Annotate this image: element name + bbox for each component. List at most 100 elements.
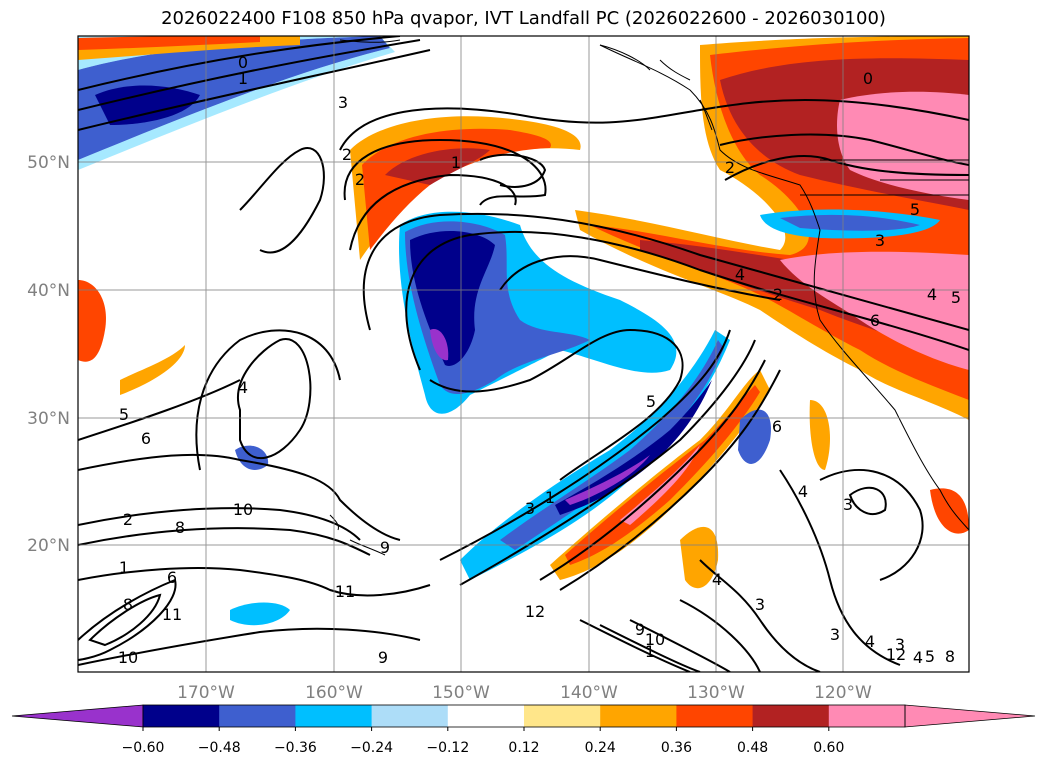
graticule: [78, 36, 969, 672]
colorbar-segment: [371, 705, 449, 727]
lon-label-150w: 150°W: [432, 683, 490, 703]
contour-label: 4: [913, 648, 923, 667]
contour-label: 10: [233, 500, 253, 519]
contour-label: 9: [380, 538, 390, 557]
contour-label: 5: [910, 200, 920, 219]
colorbar-segment: [219, 705, 296, 727]
contour-label: 3: [843, 495, 853, 514]
contour-label: 4: [927, 285, 937, 304]
colorbar-segment: [752, 705, 830, 727]
contour-label: 5: [925, 647, 935, 666]
contour-label: 2: [123, 510, 133, 529]
contour-label: 1: [545, 488, 555, 507]
purple-spot-central: [430, 329, 449, 361]
contour-label: 9: [635, 620, 645, 639]
contour-label: 11: [162, 605, 182, 624]
lat-label-40n: 40°N: [27, 281, 70, 301]
contour-label: 11: [335, 582, 355, 601]
contour-label: 2: [725, 158, 735, 177]
contour-label: 6: [772, 417, 782, 436]
contour-label: 1: [451, 153, 461, 172]
contour-label: 4: [798, 482, 808, 501]
coastline: [329, 39, 969, 556]
orange-blob-far-southeast: [930, 488, 969, 534]
contour-label: 4: [238, 378, 248, 397]
colorbar-tick-label: −0.36: [274, 740, 317, 756]
orange-blob-west: [78, 280, 106, 362]
contour-label: 2: [355, 170, 365, 189]
contour-label: 3: [525, 499, 535, 518]
colorbar-tick-label: 0.48: [737, 740, 768, 756]
contour-label: 6: [870, 311, 880, 330]
colorbar-segment: [524, 705, 601, 727]
lat-label-30n: 30°N: [27, 409, 70, 429]
contour-label: 10: [118, 648, 138, 667]
contour-label: 8: [175, 518, 185, 537]
colorbar-labels: −0.60 −0.48 −0.36 −0.24 −0.12 0.12 0.24 0.36 0.4…: [122, 727, 844, 756]
contour-label: 12: [886, 645, 906, 664]
contour-label: 3: [875, 231, 885, 250]
contour-label: 0: [238, 53, 248, 72]
plot-title: 2026022400 F108 850 hPa qvapor, IVT Land…: [161, 8, 886, 29]
red-strip-top: [78, 36, 260, 50]
contour-label: 3: [895, 635, 905, 654]
contour-label: 3: [755, 595, 765, 614]
colorbar: [11, 704, 1036, 728]
pink-region-northeast: [837, 91, 969, 200]
colorbar-segment: [143, 705, 220, 727]
contour-label: 1: [238, 69, 248, 88]
map-frame: [77, 35, 970, 673]
colorbar-segment: [828, 705, 906, 727]
pink-diagonal-streak: [620, 445, 700, 525]
contour-label: 10: [645, 630, 665, 649]
contour-label: 2: [773, 285, 783, 304]
contour-lines: [78, 36, 969, 672]
contour-label: 5: [119, 405, 129, 424]
colorbar-tick-label: 0.36: [661, 740, 692, 756]
contour-label: 8: [945, 647, 955, 666]
lon-label-170w: 170°W: [177, 683, 235, 703]
contour-label: 4: [735, 265, 745, 284]
darkred-arc-north: [385, 148, 490, 185]
colorbar-tick-label: −0.24: [350, 740, 393, 756]
red-diagonal-band: [565, 385, 760, 565]
colorbar-tick-label: −0.12: [426, 740, 469, 756]
contour-label: 3: [830, 625, 840, 644]
navy-blob-top-left: [95, 85, 200, 125]
colorbar-segment: [600, 705, 677, 727]
lat-label-50n: 50°N: [27, 153, 70, 173]
blue-blob-southeast: [738, 409, 771, 464]
contour-label: 9: [378, 648, 388, 667]
colorbar-extend-min: [11, 704, 144, 728]
contour-label: 4: [865, 632, 875, 651]
lon-label-160w: 160°W: [305, 683, 363, 703]
blue-band-top-left: [78, 36, 390, 160]
colorbar-segment: [447, 705, 525, 727]
contour-label: 2: [342, 145, 352, 164]
lon-label-140w: 140°W: [560, 683, 618, 703]
contour-label: 5: [646, 392, 656, 411]
contour-label: 1: [119, 558, 129, 577]
colorbar-segment: [676, 705, 754, 727]
lightblue-blob-southwest: [230, 602, 290, 626]
lightblue-edge-top-left: [78, 36, 395, 170]
contour-label: 4: [712, 570, 722, 589]
orange-blob-west-small: [120, 345, 185, 395]
contour-label: 5: [951, 288, 961, 307]
contour-label: 6: [141, 429, 151, 448]
colorbar-tick-label: −0.60: [122, 740, 165, 756]
contour-label: 0: [863, 69, 873, 88]
purple-diagonal-band: [565, 455, 650, 505]
blue-diagonal-band: [500, 340, 724, 550]
colorbar-tick-label: −0.48: [198, 740, 241, 756]
lon-label-130w: 130°W: [687, 683, 745, 703]
colorbar-tick-label: 0.24: [585, 740, 616, 756]
pink-region-east: [780, 251, 969, 370]
lat-label-20n: 20°N: [27, 536, 70, 556]
red-arc-north: [362, 128, 551, 250]
colorbar-tick-label: 0.60: [813, 740, 844, 756]
colorbar-extend-max: [904, 704, 1036, 728]
